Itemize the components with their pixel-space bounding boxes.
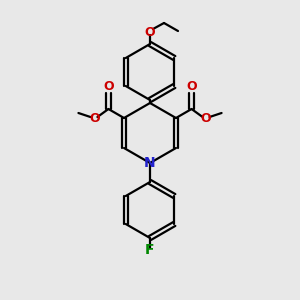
Text: O: O [200, 112, 211, 125]
Text: N: N [144, 156, 156, 170]
Text: O: O [145, 26, 155, 40]
Text: O: O [89, 112, 100, 125]
Text: O: O [103, 80, 114, 94]
Text: F: F [145, 243, 155, 257]
Text: O: O [186, 80, 197, 94]
